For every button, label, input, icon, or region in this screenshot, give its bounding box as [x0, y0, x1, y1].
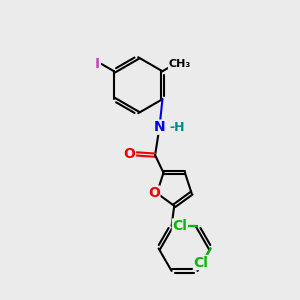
- Text: -H: -H: [170, 121, 185, 134]
- Text: O: O: [124, 147, 135, 161]
- Text: O: O: [148, 186, 160, 200]
- Text: CH₃: CH₃: [169, 59, 191, 69]
- Text: Cl: Cl: [194, 256, 208, 269]
- Text: N: N: [154, 120, 165, 134]
- Text: I: I: [95, 57, 100, 71]
- Text: Cl: Cl: [172, 219, 187, 233]
